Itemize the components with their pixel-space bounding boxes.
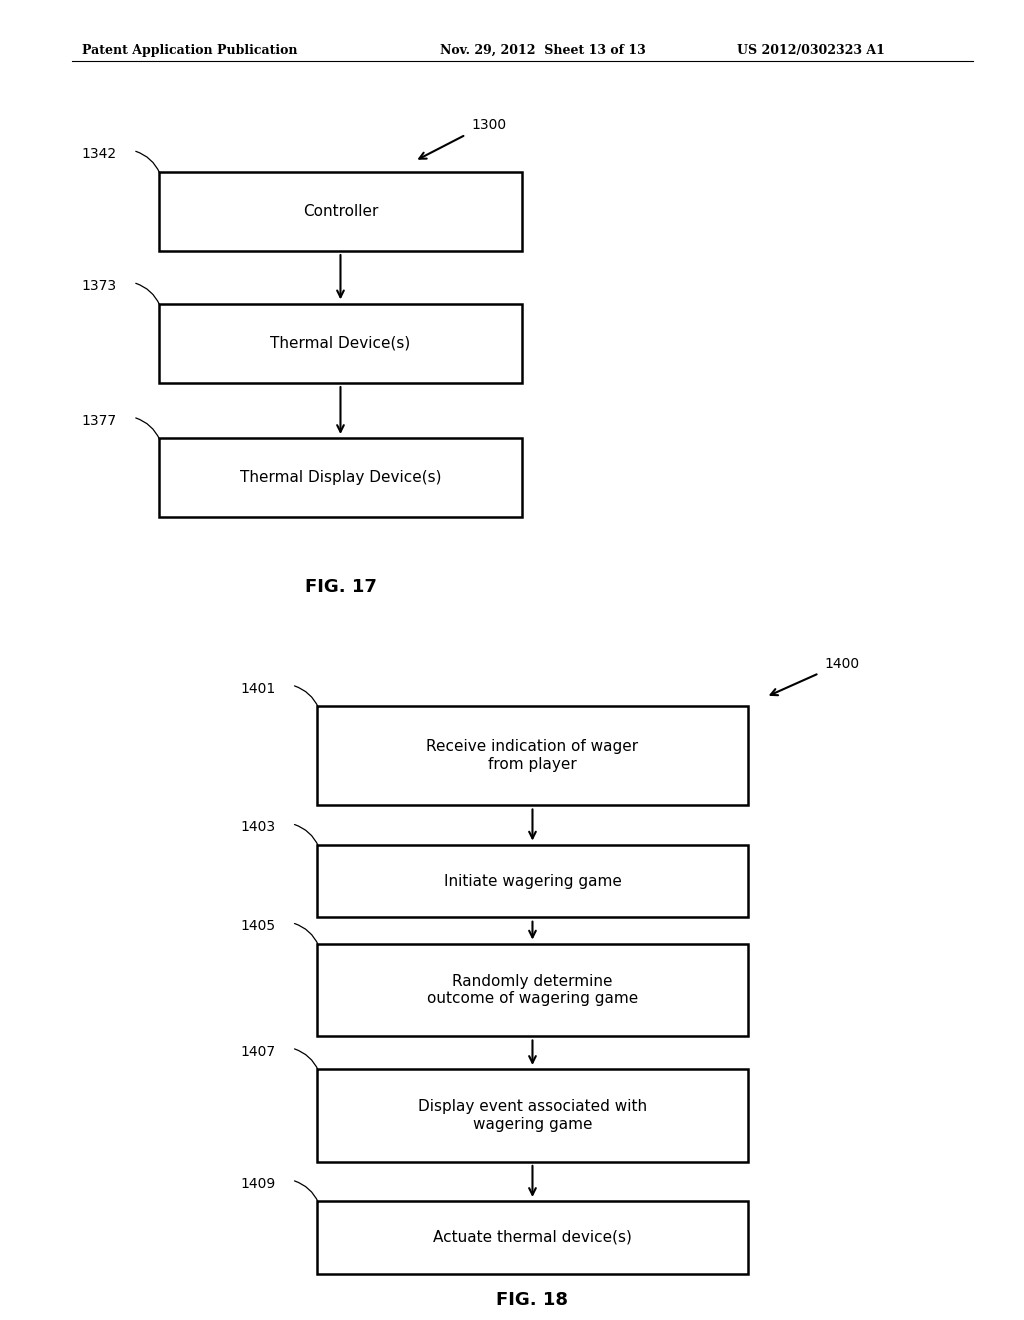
Text: 1373: 1373 <box>82 279 117 293</box>
Text: FIG. 18: FIG. 18 <box>497 1291 568 1309</box>
Text: Nov. 29, 2012  Sheet 13 of 13: Nov. 29, 2012 Sheet 13 of 13 <box>440 44 646 57</box>
Text: FIG. 17: FIG. 17 <box>305 578 377 597</box>
Text: 1300: 1300 <box>471 117 506 132</box>
Text: Thermal Display Device(s): Thermal Display Device(s) <box>240 470 441 486</box>
FancyBboxPatch shape <box>317 1201 748 1274</box>
Text: 1409: 1409 <box>241 1176 275 1191</box>
Text: Receive indication of wager
from player: Receive indication of wager from player <box>426 739 639 772</box>
Text: Initiate wagering game: Initiate wagering game <box>443 874 622 888</box>
Text: US 2012/0302323 A1: US 2012/0302323 A1 <box>737 44 885 57</box>
Text: 1400: 1400 <box>824 656 859 671</box>
Text: Randomly determine
outcome of wagering game: Randomly determine outcome of wagering g… <box>427 974 638 1006</box>
Text: 1403: 1403 <box>241 820 275 834</box>
Text: Thermal Device(s): Thermal Device(s) <box>270 335 411 351</box>
FancyBboxPatch shape <box>159 172 522 251</box>
FancyBboxPatch shape <box>317 706 748 805</box>
Text: 1401: 1401 <box>241 681 275 696</box>
FancyBboxPatch shape <box>159 438 522 517</box>
Text: Actuate thermal device(s): Actuate thermal device(s) <box>433 1230 632 1245</box>
FancyBboxPatch shape <box>317 845 748 917</box>
FancyBboxPatch shape <box>317 944 748 1036</box>
Text: 1342: 1342 <box>82 147 117 161</box>
FancyBboxPatch shape <box>317 1069 748 1162</box>
Text: Controller: Controller <box>303 203 378 219</box>
Text: Patent Application Publication: Patent Application Publication <box>82 44 297 57</box>
Text: Display event associated with
wagering game: Display event associated with wagering g… <box>418 1100 647 1131</box>
FancyBboxPatch shape <box>159 304 522 383</box>
Text: 1405: 1405 <box>241 919 275 933</box>
Text: 1407: 1407 <box>241 1044 275 1059</box>
Text: 1377: 1377 <box>82 413 117 428</box>
